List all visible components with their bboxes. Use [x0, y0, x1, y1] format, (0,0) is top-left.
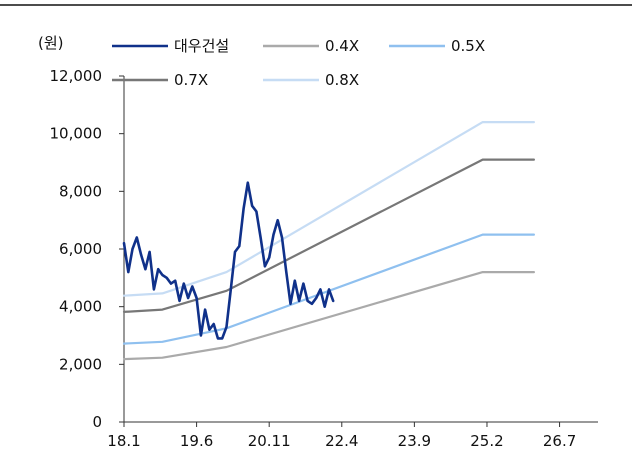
legend-label-2: 0.5X — [451, 37, 485, 55]
unit-label: (원) — [38, 34, 64, 52]
plot-area: 0 2,000 4,000 6,000 8,000 10,000 12,000 18.1 19.… — [50, 67, 598, 450]
y-tick-label: 10,000 — [50, 125, 103, 143]
legend-label-0: 대우건설 — [174, 37, 229, 55]
x-tick-label: 25.2 — [470, 432, 503, 450]
legend-label-1: 0.4X — [325, 37, 359, 55]
series-line-4 — [122, 120, 536, 297]
series-line-0 — [122, 181, 335, 340]
x-tick-label: 19.6 — [180, 432, 213, 450]
y-tick-label: 12,000 — [50, 67, 103, 85]
legend: 대우건설 0.4X 0.5X 0.7X 0.8X — [112, 37, 485, 89]
x-tick-label: 22.4 — [325, 432, 358, 450]
y-tick-label: 8,000 — [59, 182, 102, 200]
legend-label-3: 0.7X — [174, 71, 208, 89]
x-tick-label: 20.11 — [248, 432, 291, 450]
y-tick-label: 0 — [92, 413, 102, 431]
legend-label-4: 0.8X — [325, 71, 359, 89]
x-tick-label: 23.9 — [398, 432, 431, 450]
y-tick-label: 2,000 — [59, 355, 102, 373]
y-tick-label: 6,000 — [59, 240, 102, 258]
x-tick-label: 18.1 — [107, 432, 140, 450]
y-tick-label: 4,000 — [59, 298, 102, 316]
series-line-1 — [122, 271, 536, 361]
series-line-3 — [122, 158, 536, 313]
x-tick-label: 26.7 — [543, 432, 576, 450]
